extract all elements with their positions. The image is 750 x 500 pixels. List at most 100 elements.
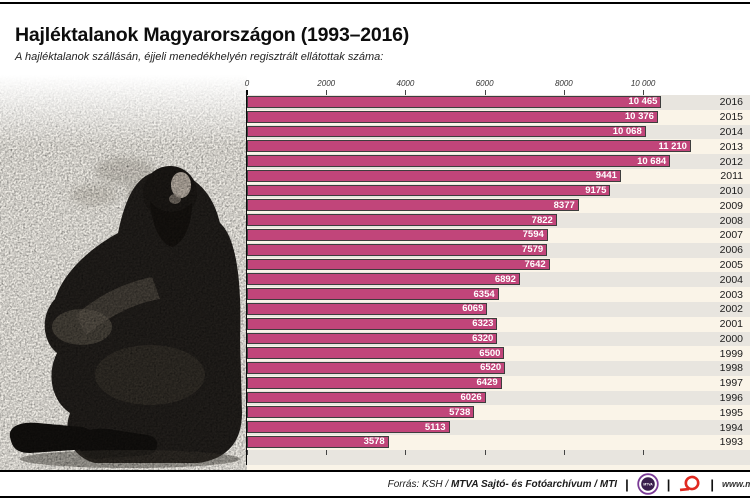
year-label: 2003 <box>719 288 743 301</box>
footer: Forrás: KSH / MTVA Sajtó- és Fotóarchívu… <box>0 472 750 496</box>
bar-value-label: 10 376 <box>624 111 654 123</box>
year-label: 2015 <box>719 111 743 124</box>
value-bar: 6520 <box>247 362 506 374</box>
bar-row: 6026 1996 <box>247 390 750 406</box>
bar-value-label: 3578 <box>363 436 385 448</box>
value-bar: 9175 <box>247 184 611 197</box>
bar-value-label: 9175 <box>585 185 607 197</box>
footer-url: www.m <box>722 479 750 489</box>
bar-value-label: 9441 <box>595 170 617 182</box>
footer-separator-3: | <box>710 476 714 492</box>
year-label: 1997 <box>719 377 743 390</box>
x-tick-mark <box>643 450 645 455</box>
bar-value-label: 8377 <box>553 199 575 211</box>
footer-separator-1: | <box>625 476 629 492</box>
x-tick-label: 8000 <box>554 79 573 88</box>
bar-value-label: 6520 <box>480 362 502 374</box>
year-label: 2011 <box>720 170 743 183</box>
page-title: Hajléktalanok Magyarországon (1993–2016) <box>15 24 410 46</box>
bar-row: 6320 2000 <box>247 331 750 347</box>
x-tick-mark <box>484 450 486 455</box>
source-regular: Forrás: KSH / <box>387 478 451 490</box>
bar-row: 3578 1993 <box>247 434 750 450</box>
value-bar: 6354 <box>247 288 499 300</box>
bar-row: 9175 2010 <box>247 183 750 199</box>
x-tick-mark <box>563 450 565 455</box>
x-tick-label: 2000 <box>317 79 336 88</box>
x-tick-mark <box>405 90 407 95</box>
source-credit: Forrás: KSH / MTVA Sajtó- és Fotóarchívu… <box>388 479 617 490</box>
bar-row: 6429 1997 <box>247 375 750 391</box>
bar-value-label: 7822 <box>531 214 553 226</box>
x-tick-mark <box>563 90 565 95</box>
page-subtitle: A hajléktalanok szállásán, éjjeli menedé… <box>15 51 384 63</box>
year-label: 1998 <box>719 362 743 375</box>
bar-value-label: 6500 <box>479 347 501 359</box>
bar-row: 6323 2001 <box>247 316 750 332</box>
year-label: 2001 <box>719 318 743 331</box>
value-bar: 6026 <box>247 391 486 404</box>
value-bar: 6892 <box>247 273 520 286</box>
year-label: 2006 <box>719 244 743 257</box>
bar-row: 5113 1994 <box>247 420 750 435</box>
value-bar: 6320 <box>247 332 498 345</box>
value-bar: 10 465 <box>247 96 662 108</box>
footer-bottom-divider <box>0 496 750 498</box>
value-bar: 10 068 <box>247 125 646 138</box>
bar-row: 11 210 2013 <box>247 139 750 155</box>
bar-row: 7822 2008 <box>247 213 750 229</box>
year-label: 2016 <box>719 96 743 109</box>
bar-row: 6500 1999 <box>247 346 750 362</box>
bar-value-label: 5738 <box>449 406 471 418</box>
bar-value-label: 6069 <box>462 303 484 315</box>
year-label: 1996 <box>719 392 743 405</box>
year-label: 2014 <box>719 125 743 138</box>
year-label: 2008 <box>719 214 743 227</box>
year-label: 2005 <box>719 258 743 271</box>
bar-row: 7594 2007 <box>247 228 750 243</box>
x-tick-mark <box>484 90 486 95</box>
mtva-logo-icon: MTVA <box>637 473 659 495</box>
bar-value-label: 10 684 <box>637 155 667 167</box>
year-label: 1999 <box>719 347 743 360</box>
bar-row: 6520 1998 <box>247 361 750 376</box>
x-tick-mark <box>405 450 407 455</box>
x-tick-mark <box>326 450 328 455</box>
bar-row: 5738 1995 <box>247 405 750 421</box>
x-tick-label: 10 000 <box>630 79 656 88</box>
bar-row: 10 465 2016 <box>247 95 750 110</box>
x-tick-mark <box>643 90 645 95</box>
x-tick-label: 6000 <box>475 79 494 88</box>
year-label: 1995 <box>719 406 743 419</box>
bar-row: 10 068 2014 <box>247 124 750 140</box>
source-bold: MTVA Sajtó- és Fotóarchívum / MTI <box>450 478 618 490</box>
bar-value-label: 10 465 <box>628 96 658 108</box>
year-label: 2009 <box>719 199 743 212</box>
value-bar: 6323 <box>247 317 498 330</box>
bar-value-label: 11 210 <box>658 140 687 152</box>
photo-illustration <box>0 75 247 470</box>
bar-value-label: 6026 <box>460 392 482 404</box>
value-bar: 10 376 <box>247 110 658 123</box>
bar-row: 8377 2009 <box>247 198 750 214</box>
bar-row: 9441 2011 <box>247 168 750 184</box>
top-divider <box>0 2 750 4</box>
value-bar: 10 684 <box>247 155 671 167</box>
year-label: 2012 <box>719 155 743 168</box>
year-label: 1994 <box>719 421 743 434</box>
x-tick-label: 4000 <box>396 79 415 88</box>
bar-value-label: 7642 <box>524 258 546 270</box>
value-bar: 7642 <box>247 258 550 271</box>
value-bar: 6500 <box>247 347 505 360</box>
homeless-man-photo <box>0 75 247 470</box>
x-tick-mark <box>326 90 328 95</box>
plot-area: 10 465 2016 10 376 2015 10 068 2014 11 210 2013… <box>247 95 750 450</box>
bar-value-label: 6320 <box>472 332 494 344</box>
year-label: 2002 <box>719 303 743 316</box>
x-axis-ticks-bottom <box>247 450 750 465</box>
mtva-logo-text: MTVA <box>643 482 653 486</box>
x-tick-mark <box>247 450 248 455</box>
value-bar: 11 210 <box>247 140 691 153</box>
bar-row: 7579 2006 <box>247 242 750 258</box>
